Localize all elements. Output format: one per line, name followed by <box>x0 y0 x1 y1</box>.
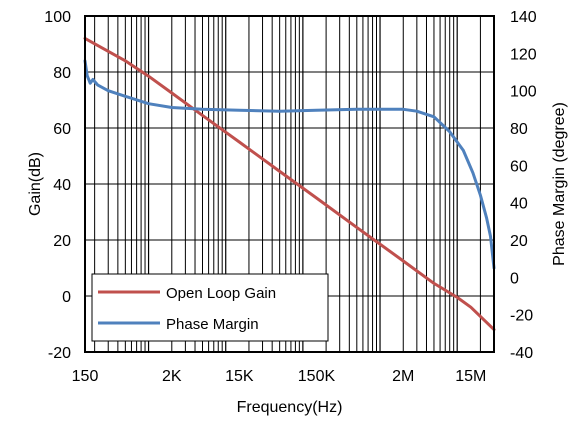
y2-tick-label: 140 <box>510 9 537 26</box>
y-axis-label: Gain(dB) <box>27 152 44 216</box>
y-tick-label: 80 <box>53 65 71 82</box>
legend: Open Loop Gain Phase Margin <box>91 273 329 342</box>
y2-tick-label: 20 <box>510 233 528 250</box>
x-tick-label: 2K <box>162 368 182 385</box>
series-layer <box>83 36 496 332</box>
x-tick-label: 150 <box>72 368 99 385</box>
y2-tick-label: -20 <box>510 308 533 325</box>
y2-tick-label: 40 <box>510 196 528 213</box>
y-tick-label: 20 <box>53 233 71 250</box>
series-line-open-loop-gain <box>83 36 496 332</box>
x-tick-label: 150K <box>298 368 336 385</box>
y-tick-label: 100 <box>44 9 71 26</box>
y2-axis-label: Phase Margin (degree) <box>551 102 568 266</box>
tick-labels: 150 2K 15K 150K 2M 15M -20 0 20 40 60 80 100 -40 -20 0 2… <box>44 9 537 385</box>
legend-label-phase-margin: Phase Margin <box>166 316 259 333</box>
series-line-phase-margin <box>83 59 496 270</box>
x-tick-label: 15M <box>455 368 486 385</box>
plot-frame <box>84 15 495 353</box>
y-tick-label: 60 <box>53 121 71 138</box>
legend-box <box>91 273 329 342</box>
y2-tick-label: 100 <box>510 84 537 101</box>
y2-tick-label: -40 <box>510 345 533 362</box>
y-tick-label: -20 <box>48 345 71 362</box>
y-tick-label: 40 <box>53 177 71 194</box>
y2-tick-label: 60 <box>510 158 528 175</box>
x-axis-label: Frequency(Hz) <box>237 399 343 416</box>
y-tick-label: 0 <box>62 289 71 306</box>
y2-tick-label: 120 <box>510 46 537 63</box>
y2-tick-label: 0 <box>510 270 519 287</box>
x-tick-label: 2M <box>392 368 414 385</box>
x-tick-label: 15K <box>225 368 254 385</box>
y2-tick-label: 80 <box>510 121 528 138</box>
legend-label-open-loop-gain: Open Loop Gain <box>166 285 276 302</box>
